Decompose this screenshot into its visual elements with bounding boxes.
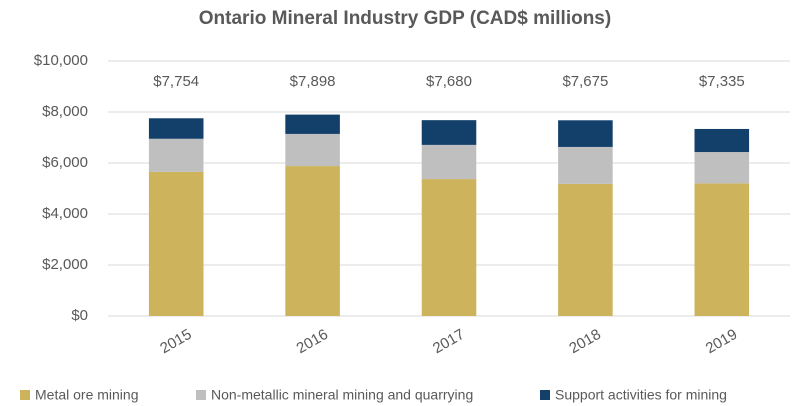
legend-swatch [196, 390, 206, 400]
bar-segment [558, 120, 613, 147]
y-tick-label: $2,000 [42, 256, 88, 273]
x-tick-label: 2015 [157, 326, 194, 357]
bar-segment [694, 183, 750, 316]
bar-segment [421, 144, 477, 180]
x-tick-label: 2019 [703, 326, 740, 357]
bar-segment [694, 152, 750, 184]
legend-swatch [20, 390, 30, 400]
legend-label: Non-metallic mineral mining and quarryin… [211, 387, 473, 403]
legend-label: Support activities for mining [555, 387, 727, 403]
bar-segment [148, 138, 204, 172]
y-tick-label: $8,000 [42, 103, 88, 120]
bar-segment [148, 118, 204, 139]
legend-label: Metal ore mining [35, 387, 139, 403]
bar-segment [285, 114, 340, 134]
total-label: $7,754 [153, 73, 199, 90]
total-label: $7,898 [290, 73, 336, 90]
total-label: $7,675 [562, 73, 608, 90]
bar-segment [558, 146, 613, 184]
x-tick-label: 2016 [294, 326, 331, 357]
x-tick-label: 2017 [430, 326, 467, 357]
x-tick-label: 2018 [566, 326, 603, 357]
bar-segment [148, 171, 204, 316]
chart-title: Ontario Mineral Industry GDP (CAD$ milli… [199, 8, 611, 29]
bar-segment [558, 183, 613, 316]
bar-segment [285, 133, 340, 167]
bar-segment [285, 166, 340, 316]
y-tick-label: $0 [71, 307, 88, 324]
bar-segment [694, 128, 750, 153]
y-tick-label: $6,000 [42, 154, 88, 171]
legend-swatch [540, 390, 550, 400]
total-label: $7,680 [426, 73, 472, 90]
bar-segment [421, 120, 477, 145]
y-tick-label: $10,000 [34, 52, 88, 69]
bar-segment [421, 179, 477, 316]
y-tick-label: $4,000 [42, 205, 88, 222]
total-label: $7,335 [699, 73, 745, 90]
